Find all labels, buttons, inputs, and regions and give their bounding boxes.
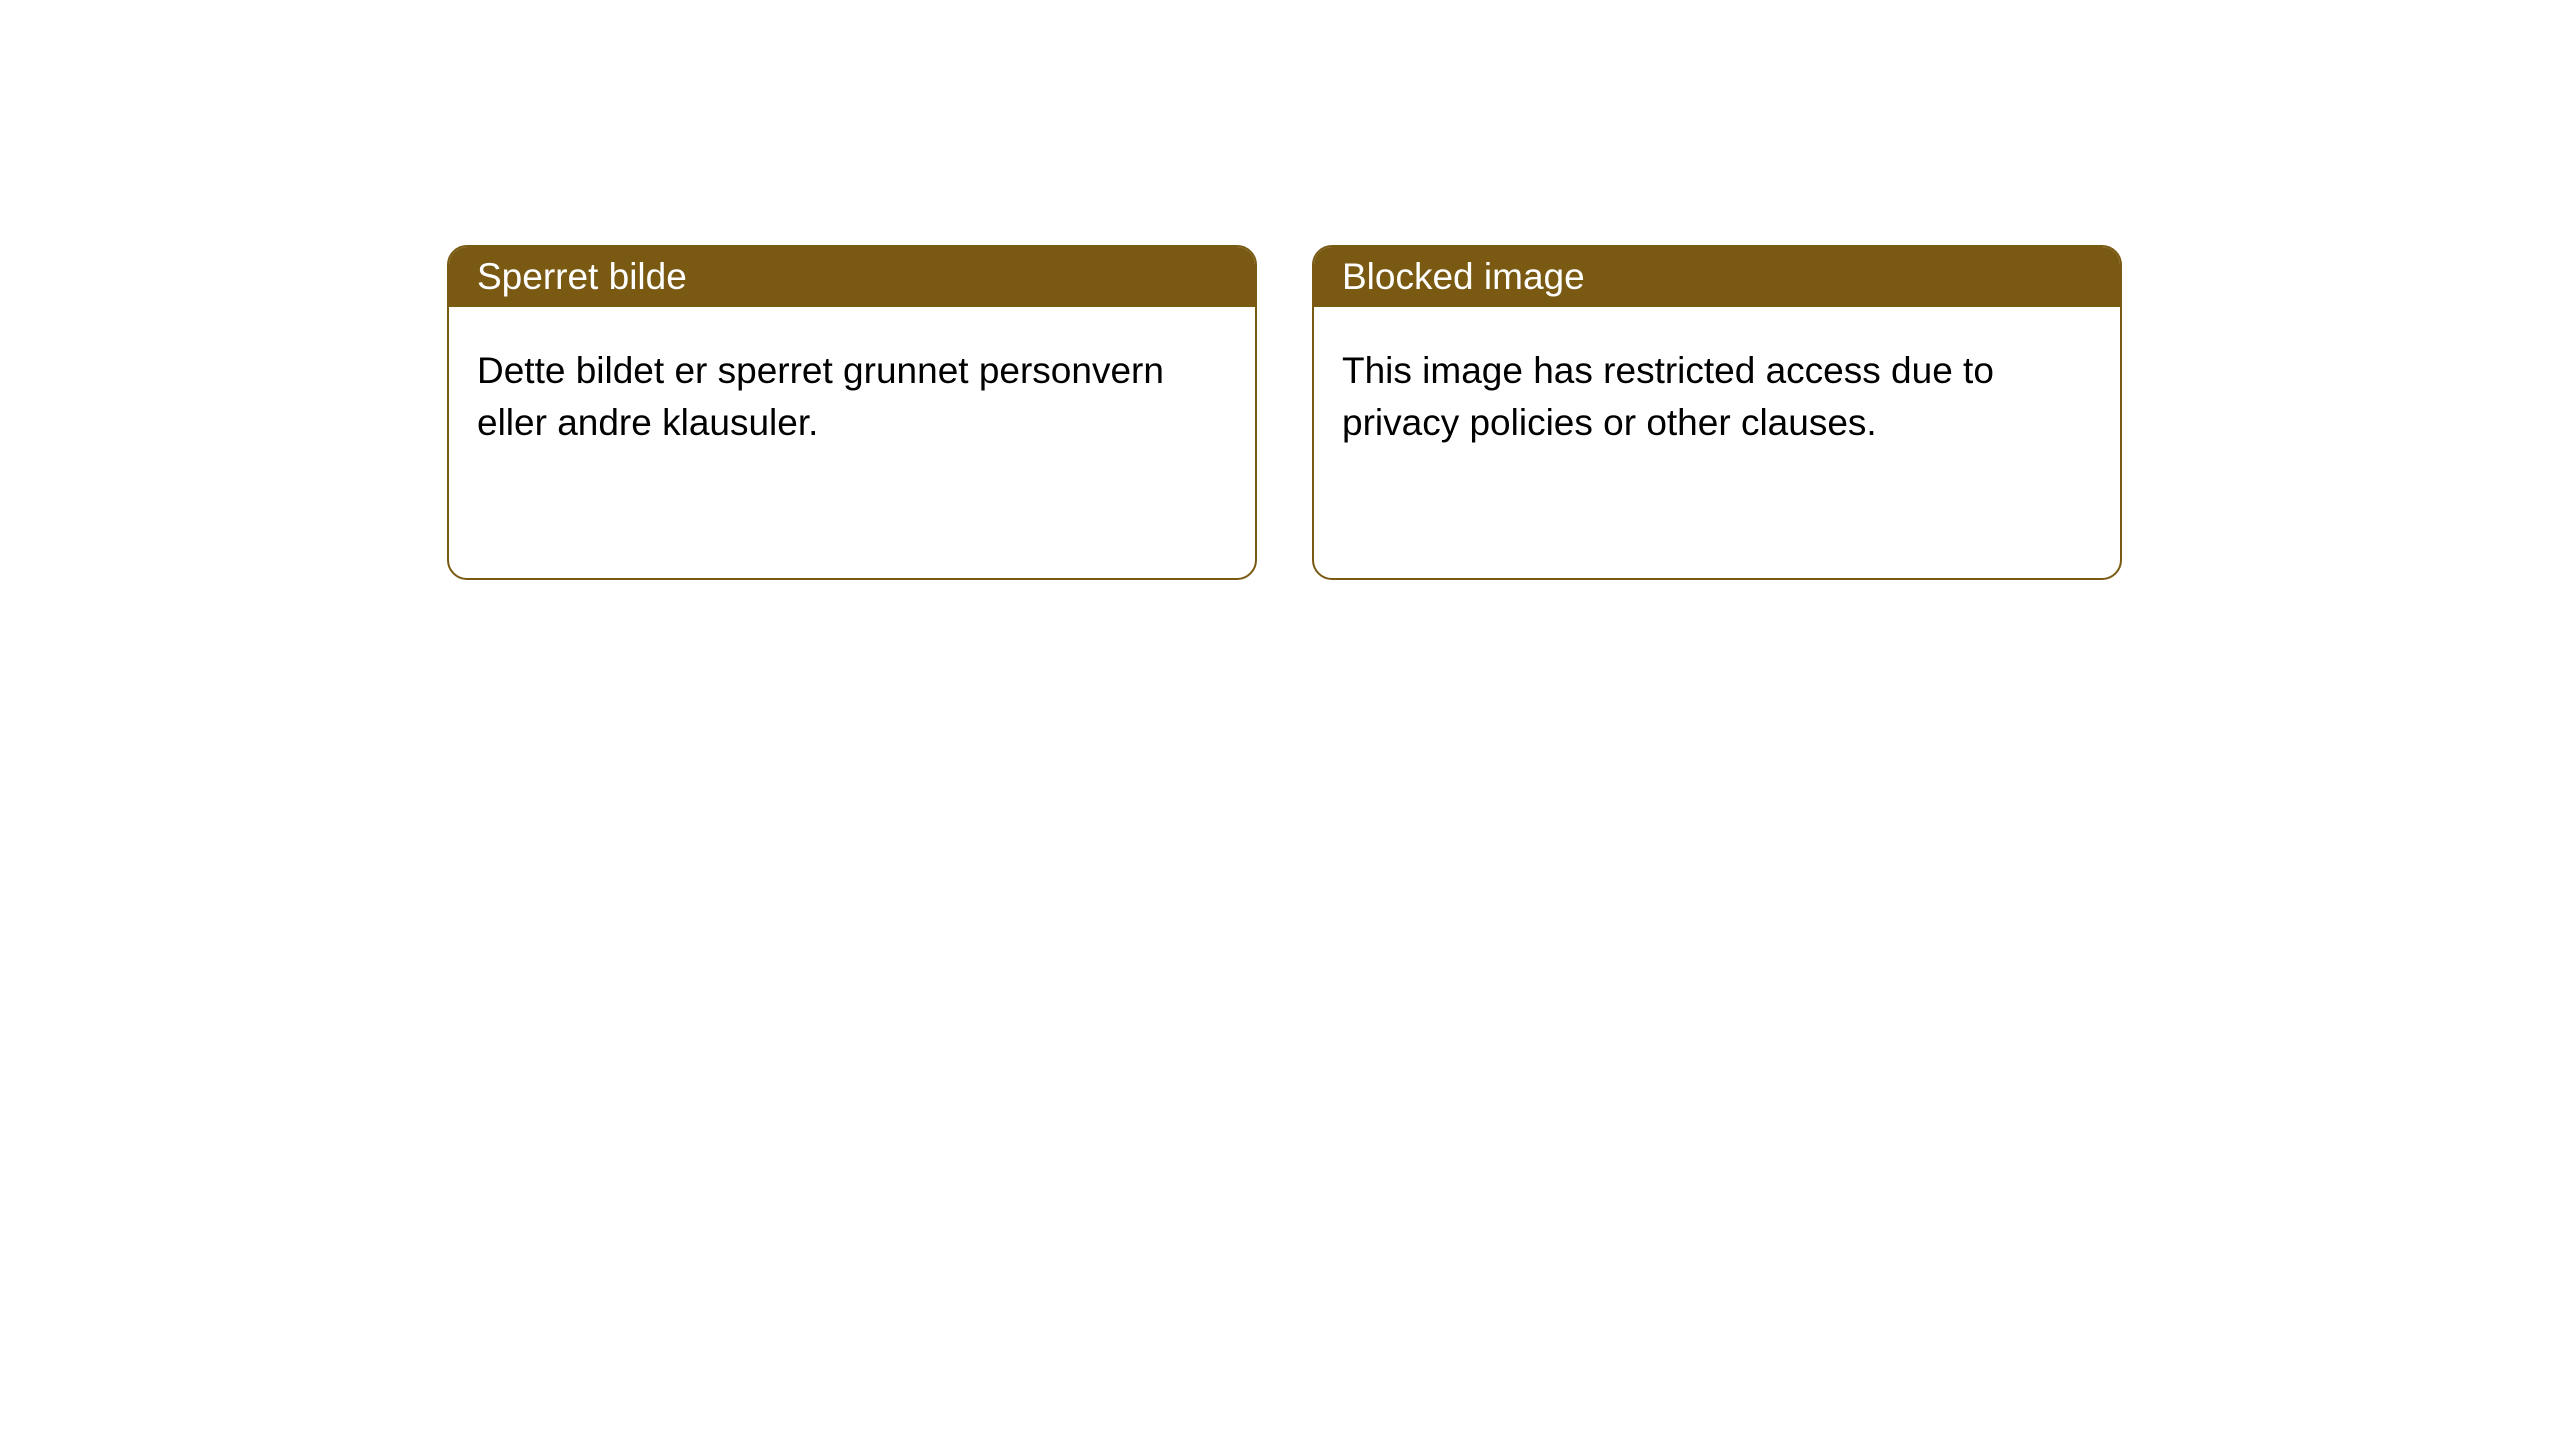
blocked-image-card-english: Blocked image This image has restricted …: [1312, 245, 2122, 580]
blocked-image-card-norwegian: Sperret bilde Dette bildet er sperret gr…: [447, 245, 1257, 580]
card-body-text: Dette bildet er sperret grunnet personve…: [477, 350, 1164, 443]
card-body-text: This image has restricted access due to …: [1342, 350, 1994, 443]
blocked-image-cards-container: Sperret bilde Dette bildet er sperret gr…: [447, 245, 2122, 580]
card-title: Blocked image: [1342, 256, 1585, 298]
card-body: Dette bildet er sperret grunnet personve…: [449, 307, 1255, 487]
card-header: Blocked image: [1314, 247, 2120, 307]
card-body: This image has restricted access due to …: [1314, 307, 2120, 487]
card-title: Sperret bilde: [477, 256, 687, 298]
card-header: Sperret bilde: [449, 247, 1255, 307]
